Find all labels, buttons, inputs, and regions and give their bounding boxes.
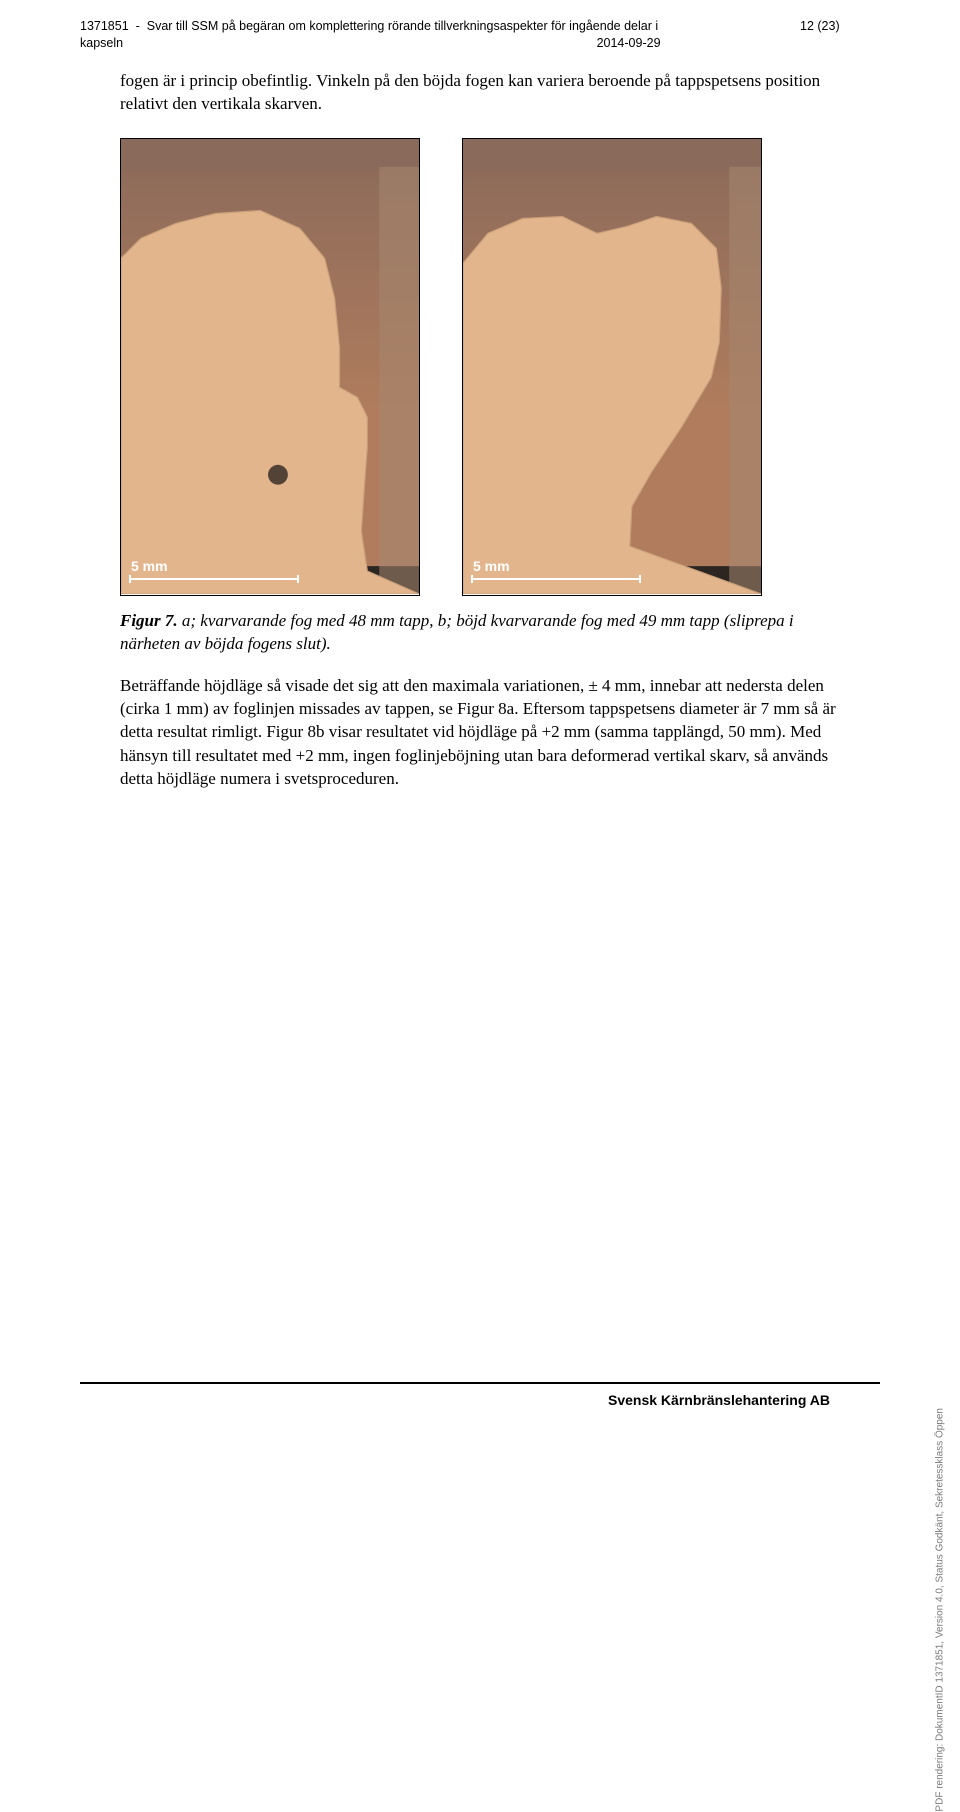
page-number: 12 (23) bbox=[800, 19, 840, 33]
footer-rule bbox=[80, 1382, 880, 1384]
scalebar-label: 5 mm bbox=[129, 559, 299, 575]
header-title-1: Svar till SSM på begäran om kompletterin… bbox=[147, 19, 658, 33]
figure-a: 5 mm bbox=[120, 138, 420, 596]
content: fogen är i princip obefintlig. Vinkeln p… bbox=[80, 52, 880, 791]
figure-b-scalebar: 5 mm bbox=[471, 559, 641, 587]
footer-org: Svensk Kärnbränslehantering AB bbox=[608, 1392, 830, 1408]
paragraph-1: fogen är i princip obefintlig. Vinkeln p… bbox=[120, 70, 840, 116]
doc-id: 1371851 bbox=[80, 19, 129, 33]
scalebar-bar bbox=[129, 575, 299, 583]
figure-a-svg bbox=[121, 139, 419, 594]
page-header: 1371851 - Svar till SSM på begäran om ko… bbox=[80, 18, 880, 52]
figure-caption: Figur 7. a; kvarvarande fog med 48 mm ta… bbox=[120, 610, 840, 656]
scalebar-bar bbox=[471, 575, 641, 583]
scalebar-label: 5 mm bbox=[471, 559, 641, 575]
page: 1371851 - Svar till SSM på begäran om ko… bbox=[0, 0, 960, 1442]
figure-caption-text: a; kvarvarande fog med 48 mm tapp, b; bö… bbox=[120, 611, 794, 653]
header-left: 1371851 - Svar till SSM på begäran om ko… bbox=[80, 18, 661, 52]
side-metadata: PDF rendering: DokumentID 1371851, Versi… bbox=[935, 1408, 946, 1812]
header-date: 2014-09-29 bbox=[597, 35, 661, 52]
header-sep: - bbox=[132, 19, 147, 33]
paragraph-2: Beträffande höjdläge så visade det sig a… bbox=[120, 674, 840, 791]
header-title-2: kapseln bbox=[80, 36, 123, 50]
figure-b-svg bbox=[463, 139, 761, 594]
header-right: 12 (23) bbox=[800, 18, 880, 52]
figure-caption-label: Figur 7. bbox=[120, 611, 178, 630]
figure-a-scalebar: 5 mm bbox=[129, 559, 299, 587]
figure-b: 5 mm bbox=[462, 138, 762, 596]
figure-row: 5 mm bbox=[120, 138, 840, 596]
